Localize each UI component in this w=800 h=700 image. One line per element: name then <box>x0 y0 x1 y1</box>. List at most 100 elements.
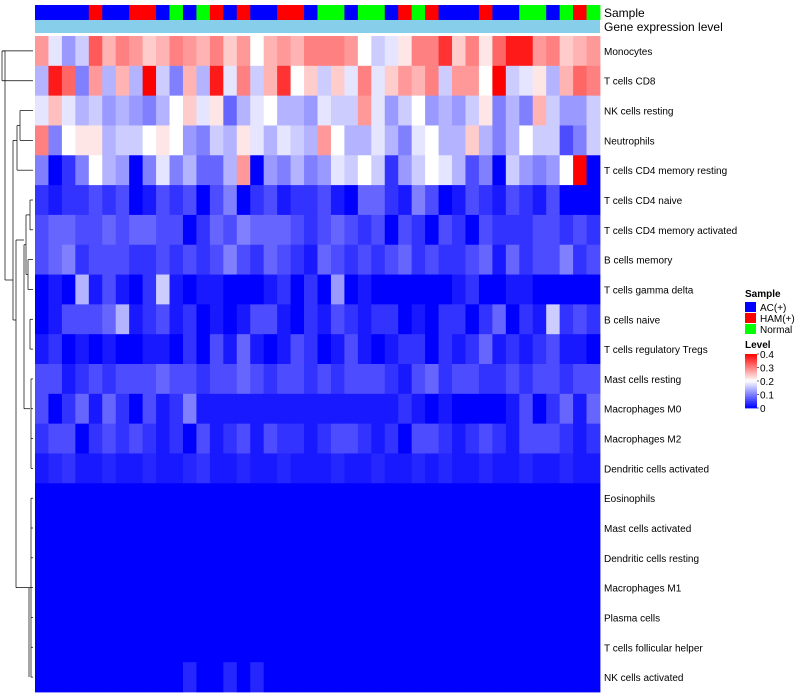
heatmap-cell <box>371 244 386 275</box>
heatmap-cell <box>115 274 130 305</box>
heatmap-cell <box>290 542 305 574</box>
heatmap-cell <box>559 602 574 633</box>
heatmap-cell <box>102 185 117 216</box>
heatmap-cell <box>330 364 345 395</box>
heatmap-cell <box>48 334 63 365</box>
heatmap-cell <box>223 65 238 97</box>
heatmap-cell <box>330 244 345 275</box>
heatmap-cell <box>277 334 291 365</box>
heatmap-cell <box>546 393 561 425</box>
heatmap-cell <box>156 95 170 126</box>
heatmap-cell <box>546 185 561 216</box>
heatmap-cell <box>478 364 493 395</box>
heatmap-cell <box>35 214 49 246</box>
heatmap-cell <box>115 572 130 603</box>
heatmap-cell <box>196 65 211 97</box>
heatmap-cell <box>236 423 251 454</box>
heatmap-cell <box>398 453 413 484</box>
heatmap-cell <box>452 95 466 126</box>
heatmap-cell <box>236 125 251 156</box>
heatmap-cell <box>357 95 372 126</box>
heatmap-cell <box>223 453 238 484</box>
heatmap-cell <box>586 155 601 186</box>
heatmap-cell <box>169 125 184 156</box>
heatmap-cell <box>398 214 413 246</box>
heatmap-cell <box>573 36 587 67</box>
sample-track-cell <box>61 5 76 20</box>
heatmap-cell <box>559 453 574 484</box>
heatmap-cell <box>48 214 63 246</box>
heatmap-cell <box>75 214 90 246</box>
heatmap-cell <box>492 364 507 395</box>
heatmap-cell <box>425 185 439 216</box>
heatmap-cell <box>492 214 507 246</box>
heatmap-cell <box>478 125 493 156</box>
heatmap-cell <box>88 155 103 186</box>
heatmap-cell <box>411 393 426 425</box>
heatmap-cell <box>357 542 372 574</box>
heatmap-cell <box>559 274 574 305</box>
heatmap-cell <box>492 244 507 275</box>
heatmap-cell <box>546 125 561 156</box>
level-legend-gradient-step <box>745 368 757 371</box>
heatmap-cell <box>546 632 561 663</box>
heatmap-cell <box>344 483 359 514</box>
sample-legend-swatch <box>745 302 756 312</box>
heatmap-cell <box>546 274 561 305</box>
heatmap-cell <box>263 483 278 514</box>
heatmap-cell <box>330 483 345 514</box>
heatmap-cell <box>411 244 426 275</box>
heatmap-cell <box>129 453 144 484</box>
heatmap-cell <box>546 662 561 693</box>
heatmap-cell <box>371 602 386 633</box>
heatmap-cell <box>250 274 265 305</box>
heatmap-cell <box>452 244 466 275</box>
heatmap-cell <box>142 304 157 335</box>
heatmap-cell <box>182 662 197 693</box>
heatmap-cell <box>61 65 76 97</box>
heatmap-cell <box>586 185 601 216</box>
heatmap-cell <box>209 274 224 305</box>
heatmap-cell <box>371 274 386 305</box>
heatmap-cell <box>263 214 278 246</box>
sample-track-cell <box>223 5 238 20</box>
heatmap-cell <box>438 602 453 633</box>
heatmap-cell <box>250 36 265 67</box>
heatmap-cell <box>519 662 534 693</box>
heatmap-cell <box>115 453 130 484</box>
heatmap-cell <box>75 65 90 97</box>
heatmap-cell <box>156 304 170 335</box>
heatmap-cell <box>573 542 587 574</box>
heatmap-cell <box>263 95 278 126</box>
heatmap-cell <box>142 602 157 633</box>
heatmap-cell <box>129 36 144 67</box>
heatmap-cell <box>209 36 224 67</box>
heatmap-cell <box>478 632 493 663</box>
heatmap-cell <box>344 65 359 97</box>
heatmap-cell <box>371 393 386 425</box>
heatmap-cell <box>452 155 466 186</box>
row-label: B cells memory <box>604 256 672 267</box>
heatmap-cell <box>277 662 291 693</box>
heatmap-cell <box>478 36 493 67</box>
heatmap-cell <box>505 453 520 484</box>
heatmap-cell <box>384 95 399 126</box>
heatmap-cell <box>48 423 63 454</box>
heatmap-cell <box>546 483 561 514</box>
heatmap-cell <box>398 632 413 663</box>
heatmap-cell <box>505 125 520 156</box>
heatmap-cell <box>209 393 224 425</box>
heatmap-cell <box>505 304 520 335</box>
heatmap-cell <box>398 185 413 216</box>
heatmap-cell <box>169 214 184 246</box>
heatmap-cell <box>452 393 466 425</box>
heatmap-cell <box>438 632 453 663</box>
heatmap-cell <box>425 155 439 186</box>
heatmap-cell <box>236 274 251 305</box>
heatmap-cell <box>75 572 90 603</box>
heatmap-cell <box>75 423 90 454</box>
heatmap-cell <box>236 364 251 395</box>
heatmap-cell <box>102 662 117 693</box>
heatmap-cell <box>48 36 63 67</box>
heatmap-cell <box>209 602 224 633</box>
